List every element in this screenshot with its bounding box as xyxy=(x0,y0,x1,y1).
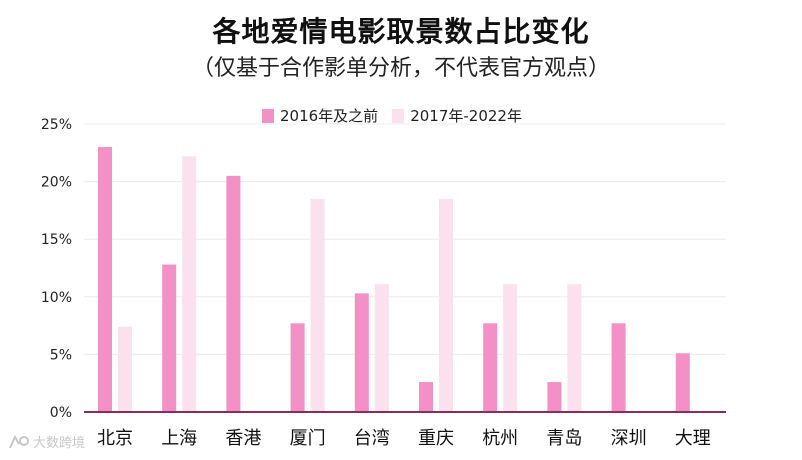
y-tick-label: 25% xyxy=(41,117,72,133)
x-tick-label: 大理 xyxy=(675,428,711,449)
legend-label-series-1: 2016年及之前 xyxy=(280,107,379,125)
x-tick-label: 上海 xyxy=(161,428,197,449)
chart-title: 各地爱情电影取景数占比变化 xyxy=(212,15,590,48)
x-tick-label: 香港 xyxy=(225,428,261,449)
bar-series-2 xyxy=(182,156,197,412)
x-tick-label: 青岛 xyxy=(546,428,582,449)
x-tick-label: 深圳 xyxy=(611,428,647,449)
x-tick-label: 台湾 xyxy=(354,428,390,449)
bar-series-1 xyxy=(226,175,241,412)
chart-subtitle: （仅基于合作影单分析，不代表官方观点） xyxy=(191,56,610,81)
logo-icon xyxy=(9,434,29,448)
legend-item-series-2: 2017年-2022年 xyxy=(392,105,522,126)
bar-series-1 xyxy=(162,264,177,412)
bar-series-1 xyxy=(611,323,626,412)
bar-series-2 xyxy=(567,284,582,412)
y-tick-label: 15% xyxy=(41,232,72,248)
watermark: 大数跨境 xyxy=(8,432,85,451)
legend-item-series-1: 2016年及之前 xyxy=(262,105,378,126)
watermark-text: 大数跨境 xyxy=(33,436,86,451)
bar-series-2 xyxy=(374,284,389,412)
bar-series-1 xyxy=(290,323,305,412)
x-tick-label: 北京 xyxy=(97,428,133,449)
bar-series-1 xyxy=(675,353,690,412)
x-tick-label: 杭州 xyxy=(482,428,518,449)
y-tick-label: 5% xyxy=(50,347,72,363)
legend: 2016年及之前 2017年-2022年 xyxy=(262,105,536,126)
bar-series-1 xyxy=(483,323,498,412)
bar-series-2 xyxy=(118,326,132,412)
bar-series-1 xyxy=(547,382,562,412)
x-tick-label: 厦门 xyxy=(290,428,326,449)
legend-swatch-series-1 xyxy=(262,108,274,123)
bar-series-1 xyxy=(354,293,369,412)
legend-swatch-series-2 xyxy=(392,108,405,123)
bar-series-1 xyxy=(419,382,433,412)
bar-series-2 xyxy=(310,198,325,412)
y-tick-label: 0% xyxy=(50,405,72,421)
bar-series-2 xyxy=(503,284,518,412)
bar-series-1 xyxy=(98,147,112,413)
x-tick-label: 重庆 xyxy=(418,428,454,449)
bar-series-2 xyxy=(439,198,453,412)
legend-label-series-2: 2017年-2022年 xyxy=(410,107,522,125)
y-tick-label: 10% xyxy=(41,290,72,306)
y-tick-label: 20% xyxy=(41,175,72,191)
